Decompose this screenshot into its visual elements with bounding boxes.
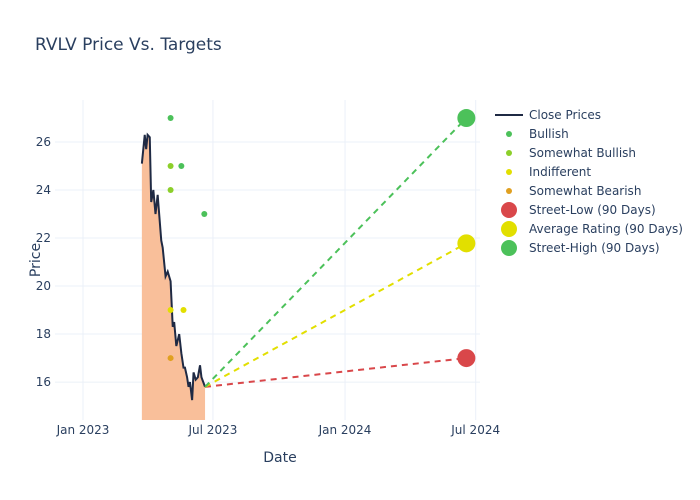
legend-marker-swatch bbox=[506, 150, 512, 156]
y-axis-label: Price bbox=[28, 243, 44, 277]
legend-item-label: Street-Low (90 Days) bbox=[529, 203, 656, 217]
x-tick-label: Jul 2024 bbox=[450, 423, 500, 437]
target-marker bbox=[457, 349, 476, 368]
rating-point bbox=[167, 163, 174, 170]
rating-point bbox=[167, 187, 174, 194]
y-tick-label: 20 bbox=[36, 279, 51, 293]
x-tick-label: Jan 2024 bbox=[318, 423, 372, 437]
legend-marker-swatch bbox=[506, 188, 512, 194]
y-tick-label: 16 bbox=[36, 375, 51, 389]
legend-marker-swatch bbox=[501, 240, 517, 256]
y-tick-label: 18 bbox=[36, 327, 51, 341]
target-marker bbox=[457, 234, 476, 253]
legend-marker-swatch bbox=[506, 169, 512, 175]
x-axis-label: Date bbox=[263, 450, 296, 466]
legend-item-label: Somewhat Bearish bbox=[529, 184, 641, 198]
legend-marker-swatch bbox=[506, 131, 512, 137]
rating-point bbox=[167, 307, 174, 314]
rating-point bbox=[167, 355, 174, 362]
legend-item-label: Indifferent bbox=[529, 165, 591, 179]
target-marker bbox=[457, 109, 476, 128]
rating-point bbox=[201, 211, 208, 218]
rating-point bbox=[180, 307, 187, 314]
legend-item-label: Street-High (90 Days) bbox=[529, 241, 660, 255]
legend-marker-swatch bbox=[501, 202, 517, 218]
legend-item-label: Somewhat Bullish bbox=[529, 146, 636, 160]
legend-marker-swatch bbox=[501, 221, 517, 237]
y-tick-label: 24 bbox=[36, 183, 51, 197]
target-line bbox=[204, 242, 467, 388]
rating-point bbox=[178, 163, 185, 170]
rating-point bbox=[167, 115, 174, 122]
y-tick-label: 26 bbox=[36, 135, 51, 149]
chart-title: RVLV Price Vs. Targets bbox=[35, 35, 222, 55]
x-tick-label: Jul 2023 bbox=[188, 423, 238, 437]
legend-item-label: Close Prices bbox=[529, 108, 601, 122]
close-price-line bbox=[140, 132, 206, 401]
target-line bbox=[204, 117, 468, 388]
legend-item-label: Average Rating (90 Days) bbox=[529, 222, 683, 236]
legend-item-label: Bullish bbox=[529, 127, 569, 141]
x-tick-label: Jan 2023 bbox=[56, 423, 110, 437]
y-tick-label: 22 bbox=[36, 231, 51, 245]
